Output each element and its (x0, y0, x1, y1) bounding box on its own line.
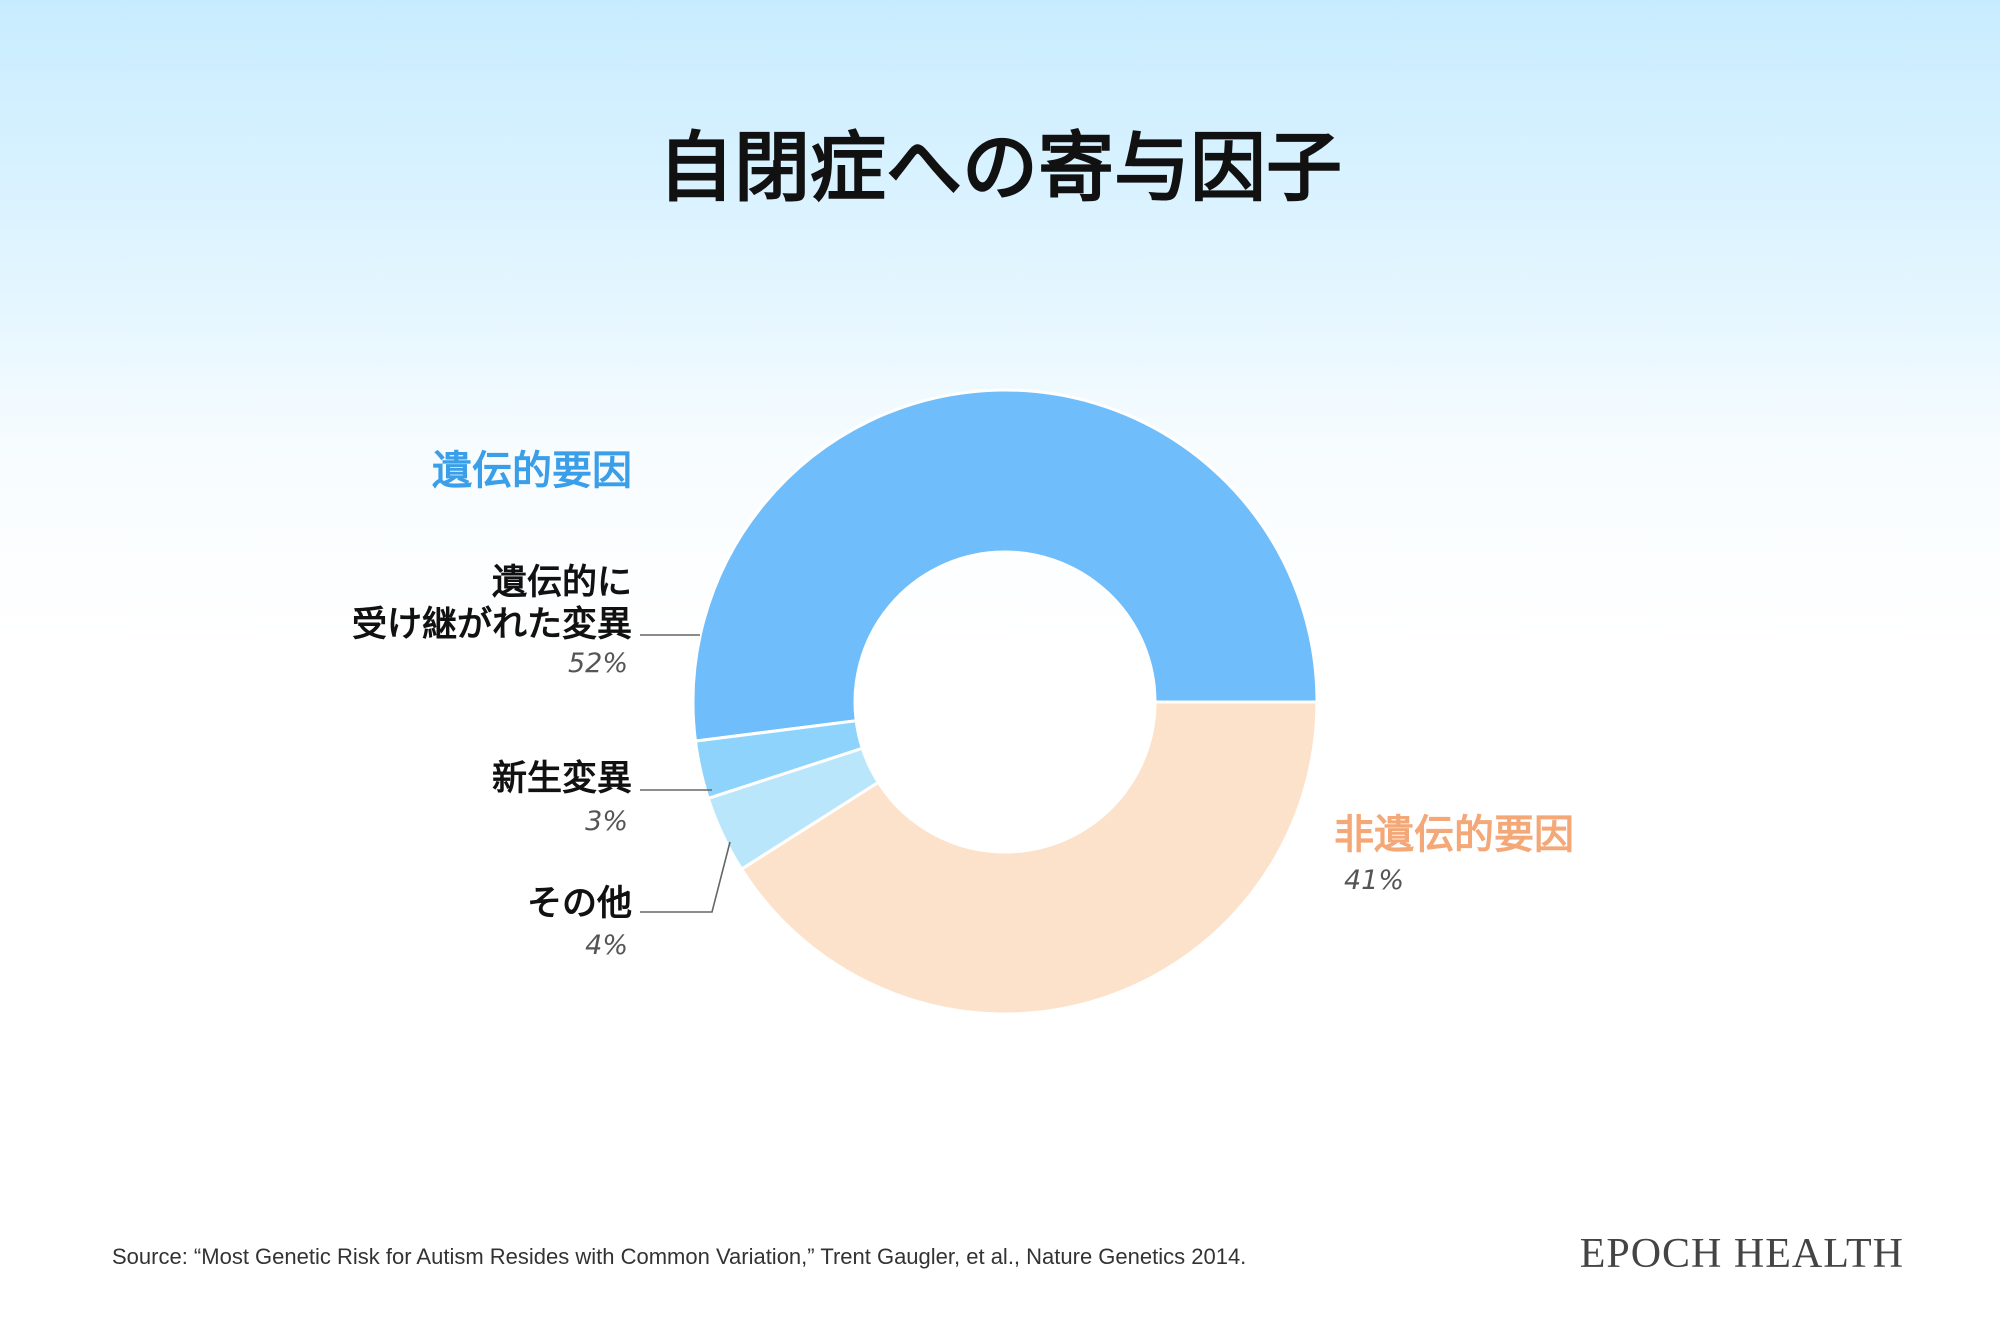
de-novo-mutation-percent: 3% (585, 806, 628, 837)
non-genetic-factors-label: 非遺伝的要因 (1334, 812, 1574, 858)
slice-nongenetic (739, 700, 1319, 1016)
non-genetic-factors-percent: 41% (1344, 865, 1405, 896)
source-citation: Source: “Most Genetic Risk for Autism Re… (112, 1244, 1247, 1269)
other-label: その他 (526, 884, 632, 924)
slice-inherited (691, 388, 1319, 743)
chart-title: 自閉症への寄与因子 (658, 123, 1342, 212)
other-percent: 4% (585, 930, 628, 961)
leader-line-other (640, 841, 731, 913)
inherited-variation-label: 遺伝的に 受け継がれた変異 (352, 562, 632, 646)
inherited-variation-label-line2: 受け継がれた変異 (351, 605, 632, 645)
brand-logo: EPOCH HEALTH (1579, 1231, 1904, 1277)
genetic-factors-group-label: 遺伝的要因 (432, 448, 632, 494)
inherited-variation-percent: 52% (567, 648, 628, 679)
de-novo-mutation-label: 新生変異 (491, 759, 632, 799)
inherited-variation-label-line1: 遺伝的に (491, 563, 632, 603)
